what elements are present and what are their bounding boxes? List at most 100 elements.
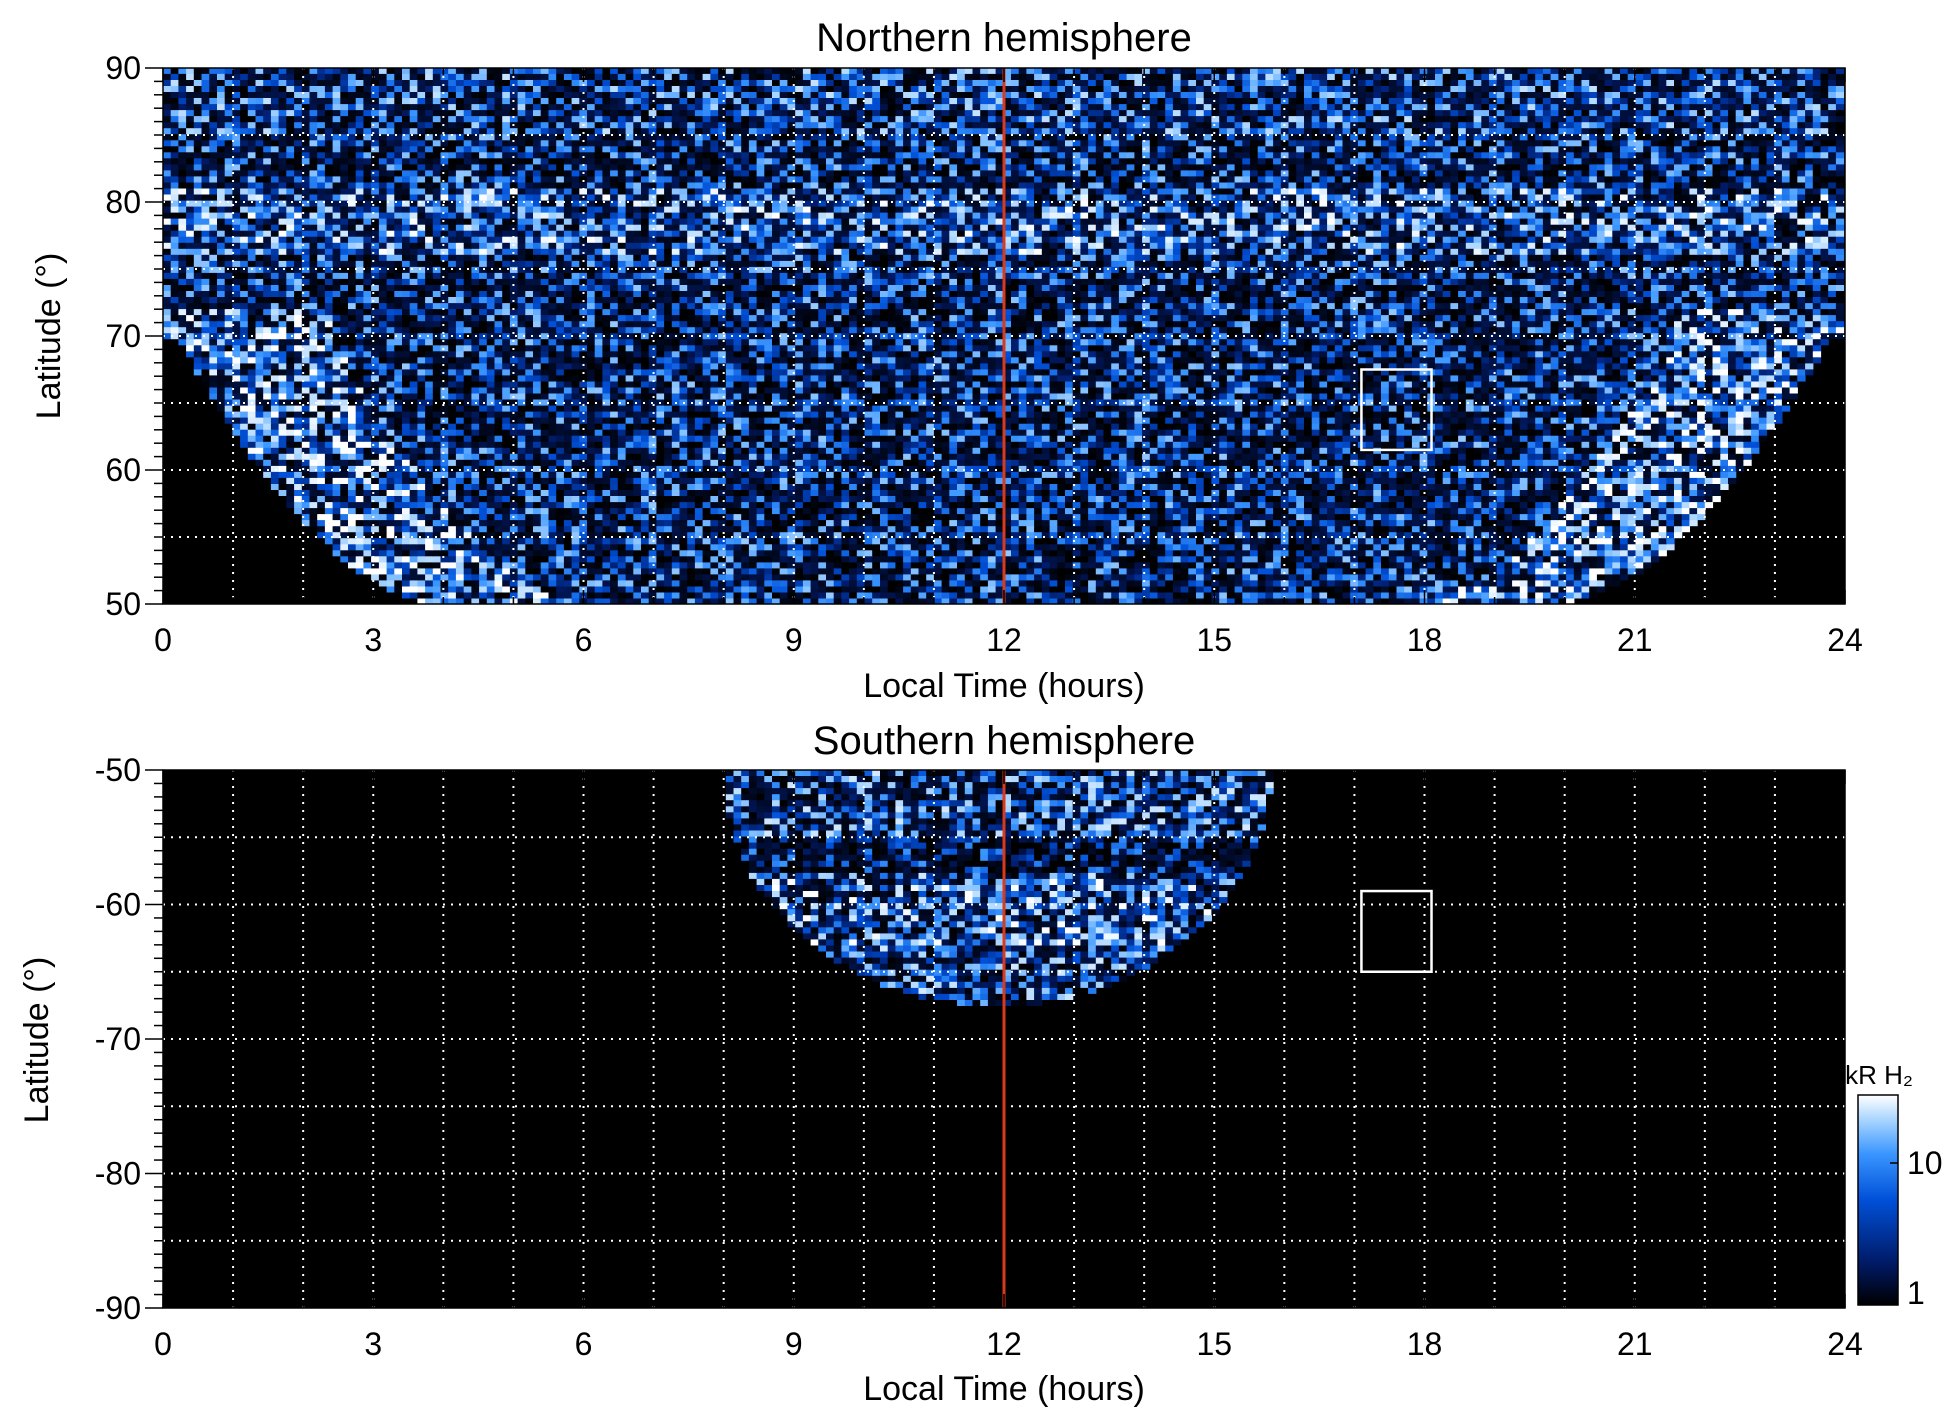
emission-cell — [802, 531, 812, 539]
emission-cell — [425, 471, 434, 478]
emission-cell — [1057, 537, 1066, 545]
emission-cell — [525, 459, 534, 466]
emission-cell — [1481, 561, 1490, 569]
emission-cell — [1188, 495, 1197, 503]
emission-cell — [617, 507, 627, 515]
emission-cell — [1011, 543, 1020, 551]
emission-cell — [1427, 543, 1436, 551]
emission-cell — [1065, 471, 1074, 478]
emission-cell — [903, 495, 912, 503]
emission-cell — [1435, 567, 1444, 575]
emission-cell — [910, 507, 920, 515]
emission-cell — [1288, 579, 1297, 587]
emission-cell — [664, 543, 673, 551]
emission-cell — [1118, 471, 1128, 478]
emission-cell — [548, 459, 557, 466]
emission-cell — [1504, 501, 1513, 509]
emission-cell — [286, 477, 295, 484]
emission-cell — [641, 465, 650, 472]
emission-cell — [1512, 549, 1521, 557]
emission-cell — [772, 465, 781, 472]
emission-cell — [1566, 477, 1575, 484]
emission-cell — [1003, 489, 1012, 496]
emission-cell — [1627, 465, 1636, 472]
emission-cell — [1612, 573, 1621, 581]
emission-cell — [1034, 495, 1043, 503]
emission-cell — [463, 441, 472, 448]
emission-cell — [1273, 519, 1282, 527]
emission-cell — [579, 495, 588, 503]
emission-cell — [455, 525, 465, 533]
emission-cell — [378, 441, 388, 448]
emission-cell — [1658, 471, 1667, 478]
emission-cell — [826, 561, 835, 569]
emission-cell — [1342, 555, 1351, 563]
emission-cell — [1704, 495, 1714, 503]
emission-cell — [1219, 561, 1228, 569]
emission-cell — [1558, 513, 1567, 521]
emission-cell — [725, 561, 735, 569]
emission-cell — [1581, 591, 1590, 599]
emission-cell — [1219, 573, 1228, 581]
emission-cell — [587, 579, 596, 587]
emission-cell — [818, 471, 827, 478]
emission-cell — [664, 591, 673, 599]
emission-cell — [964, 465, 974, 472]
emission-cell — [748, 495, 758, 503]
emission-cell — [641, 585, 650, 593]
emission-cell — [1111, 567, 1120, 575]
emission-cell — [1604, 555, 1613, 563]
emission-cell — [1242, 525, 1251, 533]
emission-cell — [880, 555, 889, 563]
emission-cell — [540, 459, 549, 466]
emission-cell — [1203, 471, 1212, 478]
emission-cell — [972, 561, 981, 569]
emission-cell — [1704, 483, 1714, 490]
emission-cell — [972, 435, 981, 442]
emission-cell — [864, 591, 873, 599]
emission-cell — [1257, 591, 1266, 599]
emission-cell — [1226, 537, 1236, 545]
emission-cell — [1304, 555, 1313, 563]
emission-cell — [1512, 513, 1521, 521]
emission-cell — [540, 519, 549, 527]
emission-cell — [1149, 447, 1159, 454]
emission-cell — [802, 591, 812, 599]
emission-cell — [1003, 537, 1012, 545]
emission-cell — [432, 531, 442, 539]
emission-cell — [1080, 477, 1089, 484]
emission-cell — [733, 501, 742, 509]
emission-cell — [1165, 525, 1174, 533]
emission-cell — [425, 573, 434, 581]
emission-cell — [1450, 483, 1459, 490]
emission-cell — [502, 477, 511, 484]
emission-cell — [1735, 453, 1744, 460]
emission-cell — [849, 591, 858, 599]
emission-cell — [1566, 507, 1575, 515]
emission-cell — [826, 543, 835, 551]
emission-cell — [710, 531, 719, 539]
emission-cell — [1142, 459, 1151, 466]
emission-cell — [1342, 513, 1351, 521]
emission-cell — [1419, 555, 1428, 563]
emission-cell — [1396, 459, 1405, 466]
emission-cell — [995, 471, 1004, 478]
emission-cell — [355, 441, 364, 448]
emission-cell — [1589, 531, 1598, 539]
emission-cell — [641, 471, 650, 478]
emission-cell — [1211, 525, 1220, 533]
emission-cell — [533, 501, 542, 509]
emission-cell — [494, 459, 503, 466]
emission-cell — [540, 567, 549, 575]
emission-cell — [1442, 573, 1451, 581]
emission-cell — [1342, 441, 1351, 448]
emission-cell — [1142, 537, 1151, 545]
emission-cell — [980, 573, 989, 581]
emission-cell — [317, 519, 326, 527]
emission-cell — [995, 495, 1004, 503]
emission-cell — [1080, 591, 1089, 599]
emission-cell — [1296, 519, 1305, 527]
emission-cell — [1211, 513, 1220, 521]
emission-cell — [1041, 459, 1051, 466]
emission-cell — [1011, 585, 1020, 593]
